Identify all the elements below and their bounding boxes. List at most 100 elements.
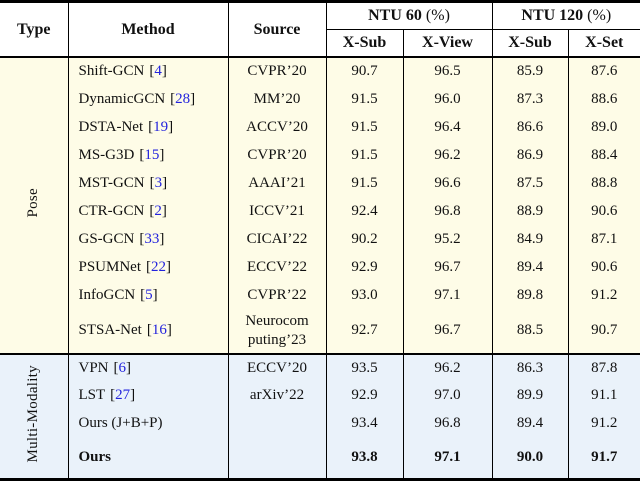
col-header-method: Method <box>68 1 229 58</box>
cite-bracket-close: ] <box>162 174 168 191</box>
value-cell: 91.5 <box>326 169 404 197</box>
col-header-type: Type <box>0 1 69 58</box>
citation-link[interactable]: 33 <box>144 230 160 247</box>
value-cell: 97.1 <box>403 281 493 309</box>
method-cell: GS-GCN [33] <box>68 225 229 253</box>
value-cell: 92.4 <box>326 197 404 225</box>
value-cell: 96.7 <box>403 309 493 354</box>
value-cell: 96.0 <box>403 85 493 113</box>
method-cell: CTR-GCN [2] <box>68 197 229 225</box>
value-cell: 86.3 <box>492 352 569 382</box>
method-cell: LST [27] <box>68 381 229 410</box>
type-label: Multi-Modality <box>25 364 42 463</box>
table-row: InfoGCN [5] CVPR’22 93.0 97.1 89.8 91.2 <box>0 281 640 309</box>
cite-bracket-open: [ <box>113 359 119 376</box>
type-cell: Multi-Modality <box>0 352 69 480</box>
source-cell: CVPR’20 <box>228 141 327 169</box>
cite-bracket-open: [ <box>110 387 116 403</box>
cite-bracket-open: [ <box>170 90 176 107</box>
cite-bracket-close: ] <box>159 146 165 163</box>
value-cell: 89.8 <box>492 281 569 309</box>
cite-bracket-close: ] <box>161 202 167 219</box>
value-cell: 89.0 <box>591 118 618 135</box>
value-cell: 96.2 <box>403 141 493 169</box>
group-ntu120-unit: (%) <box>587 7 612 24</box>
method-cell: VPN [6] <box>68 352 229 382</box>
citation-link[interactable]: 5 <box>145 286 153 303</box>
table-row: PSUMNet [22] ECCV’22 92.9 96.7 89.4 90.6 <box>0 253 640 281</box>
value-cell: 87.8 <box>568 352 640 382</box>
citation-link[interactable]: 27 <box>115 387 131 403</box>
table-row: DynamicGCN [28] MM’20 91.5 96.0 87.3 88.6 <box>0 85 640 113</box>
table-row: Multi-Modality VPN [6] ECCV’20 93.5 96.2 86.3 8… <box>0 352 640 480</box>
cite-bracket-open: [ <box>148 118 154 135</box>
value-cell: 87.1 <box>591 230 618 247</box>
table-row: MS-G3D [15] CVPR’20 91.5 96.2 86.9 88.4 <box>0 141 640 169</box>
cite-bracket-close: ] <box>166 322 172 339</box>
value-cell: 91.2 <box>591 415 618 431</box>
citation-link[interactable]: 2 <box>154 202 162 219</box>
value-cell: 84.9 <box>492 225 569 253</box>
method-cell: MST-GCN [3] <box>68 169 229 197</box>
value-cell: 86.6 <box>492 113 569 141</box>
group-ntu60-label: NTU 60 <box>368 7 422 24</box>
method-label: PSUMNet <box>78 258 142 275</box>
method-cell: InfoGCN [5] <box>68 281 229 309</box>
cite-bracket-close: ] <box>126 359 132 376</box>
value-cell: 88.5 <box>492 309 569 354</box>
header-row-subcols: X-Sub X-View X-Sub X-Set <box>0 29 640 58</box>
value-cell: 87.3 <box>492 85 569 113</box>
value-cell: 90.7 <box>591 322 618 339</box>
type-label: Pose <box>25 187 42 218</box>
method-cell: PSUMNet [22] <box>68 253 229 281</box>
method-cell: STSA-Net [16] <box>68 309 229 354</box>
source-cell: CVPR’22 <box>228 281 327 309</box>
source-cell: ECCV’22 <box>228 253 327 281</box>
value-cell: 88.8 <box>591 174 618 191</box>
citation-link[interactable]: 28 <box>175 90 191 107</box>
method-label: Ours (J+B+P) <box>78 415 163 431</box>
cite-bracket-open: [ <box>149 174 155 191</box>
cite-bracket-close: ] <box>190 90 196 107</box>
citation-link[interactable]: 19 <box>153 118 169 135</box>
value-cell: 96.5 <box>403 57 493 85</box>
col-group-ntu60: NTU 60 (%) <box>326 1 493 30</box>
cite-bracket-open: [ <box>149 63 155 79</box>
method-label: CTR-GCN <box>78 202 145 219</box>
method-cell: Ours (J+B+P) <box>68 409 229 438</box>
value-cell: 85.9 <box>492 57 569 85</box>
value-cell: 93.4 <box>326 409 404 438</box>
citation-link[interactable]: 3 <box>154 174 163 191</box>
value-cell: 93.5 <box>326 352 404 382</box>
citation-link[interactable]: 6 <box>118 359 127 376</box>
source-cell: CVPR’20 <box>228 57 327 85</box>
table-row: STSA-Net [16] Neurocom puting’23 92.7 96.7 88… <box>0 309 640 354</box>
value-cell: 87.6 <box>591 63 618 79</box>
citation-link[interactable]: 4 <box>154 63 162 79</box>
citation-link[interactable]: 16 <box>151 322 167 339</box>
cite-bracket-close: ] <box>152 286 158 303</box>
value-cell: 89.4 <box>492 409 569 438</box>
citation-link[interactable]: 15 <box>144 146 160 163</box>
value-cell: 90.7 <box>326 57 404 85</box>
value-cell: 90.0 <box>492 437 569 480</box>
cite-bracket-close: ] <box>159 230 165 247</box>
table-row: CTR-GCN [2] ICCV’21 92.4 96.8 88.9 90.6 <box>0 197 640 225</box>
value-cell: 93.8 <box>326 437 404 480</box>
cite-bracket-open: [ <box>139 230 145 247</box>
table-row: Pose Shift-GCN [4] CVPR’20 90.7 96.5 85.9 87.6 <box>0 57 640 354</box>
type-cell: Pose <box>0 57 69 354</box>
col-header-source: Source <box>228 1 327 58</box>
source-cell: MM’20 <box>228 85 327 113</box>
source-cell: arXiv’22 <box>228 381 327 410</box>
col-header-ntu60-xview: X-View <box>403 29 493 58</box>
citation-link[interactable]: 22 <box>151 258 167 275</box>
value-cell: 91.5 <box>326 85 404 113</box>
value-cell: 96.8 <box>403 197 493 225</box>
method-cell: DynamicGCN [28] <box>68 85 229 113</box>
value-cell: 88.6 <box>591 90 618 107</box>
value-cell: 95.2 <box>403 225 493 253</box>
method-label: MS-G3D <box>78 146 135 163</box>
